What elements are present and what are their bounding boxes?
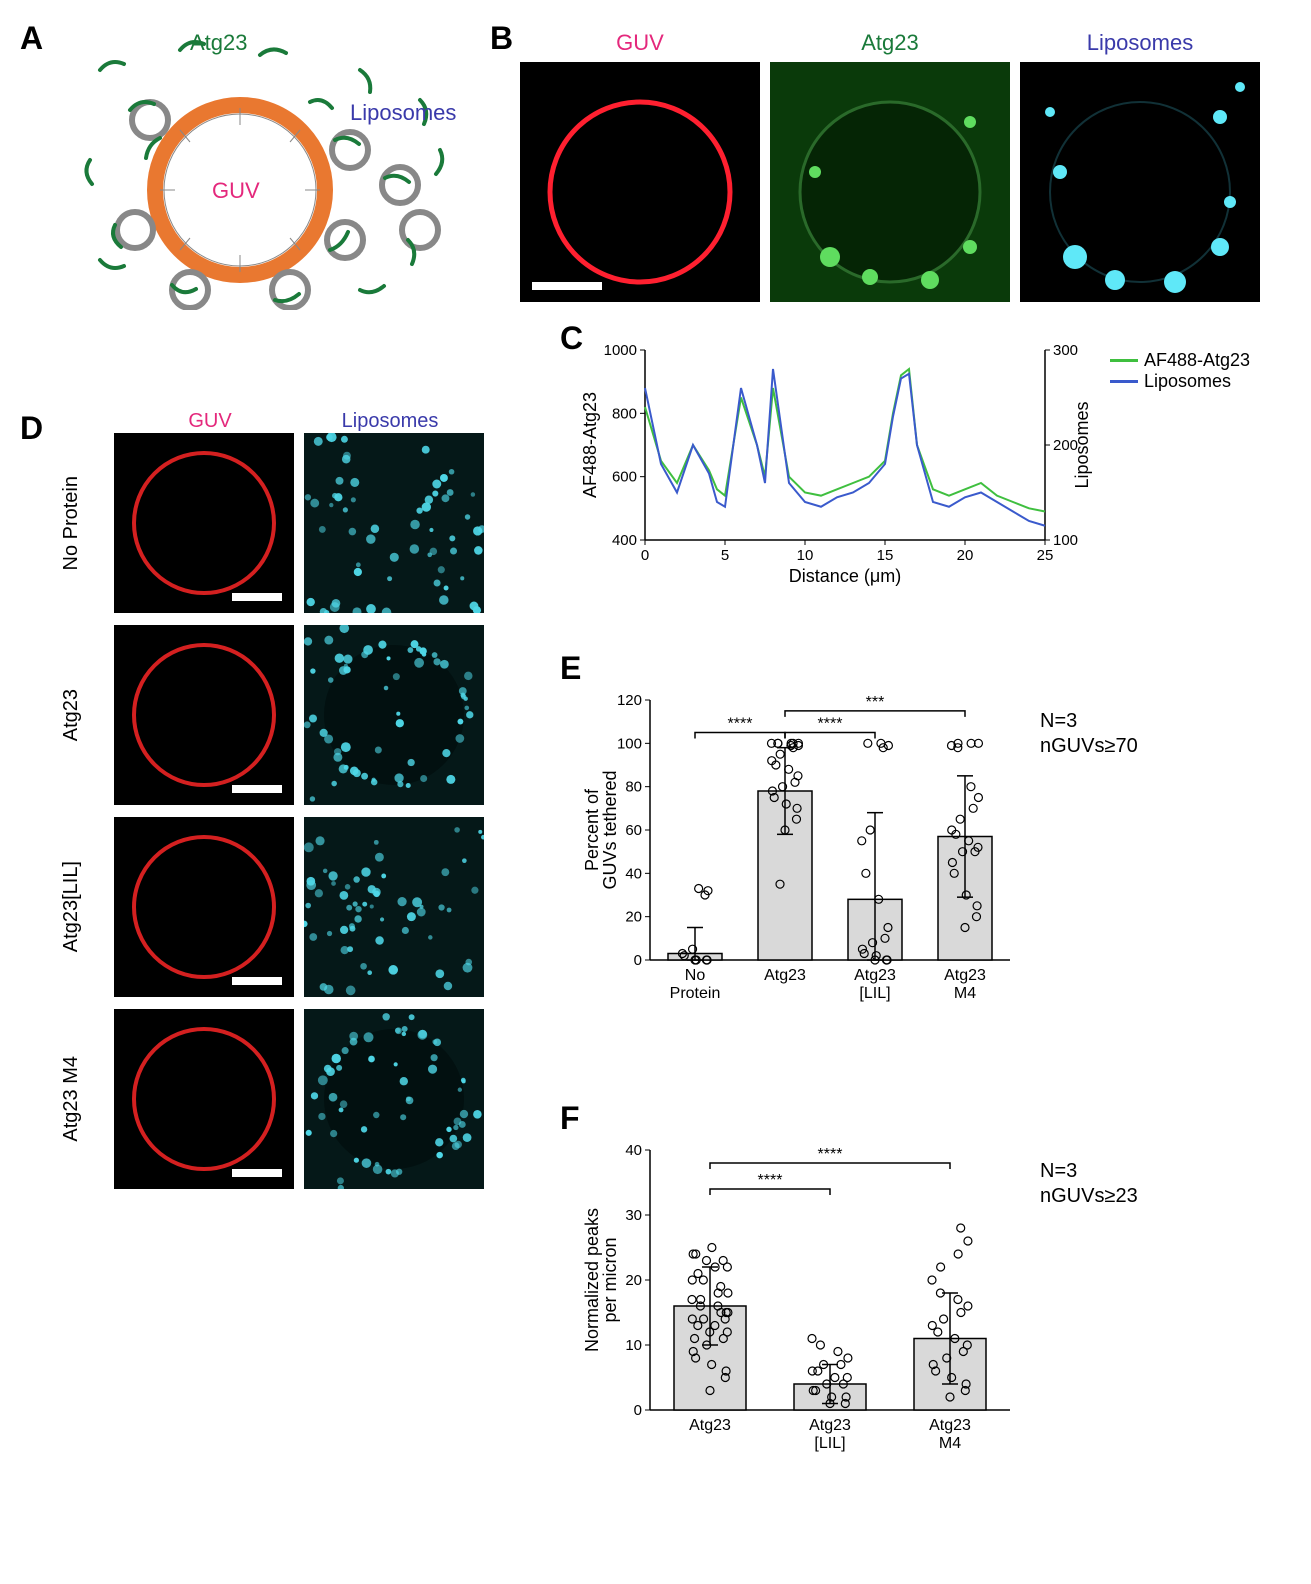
panel-d-row-label-1: Atg23 [60,689,100,741]
panel-d-guv-1 [114,625,294,805]
svg-text:120: 120 [617,692,642,709]
panel-d: GUVLiposomes No Protein Atg23 Atg23[LIL] At… [60,410,520,1201]
note-f-nguv: nGUVs≥23 [1040,1185,1138,1208]
svg-text:M4: M4 [954,985,976,1002]
panel-b-title-2: Liposomes [1020,30,1260,56]
svg-text:100: 100 [617,735,642,752]
svg-text:per micron: per micron [600,1237,620,1322]
panel-b-image-0 [520,62,760,302]
svg-text:Liposomes: Liposomes [1072,401,1092,488]
svg-text:20: 20 [625,909,642,926]
panel-d-row-label-0: No Protein [60,476,100,571]
panel-e-chart: 020406080100120NoProteinAtg23Atg23[LIL]A… [580,660,1280,1040]
panel-d-lipo-0 [304,433,484,613]
panel-d-row-label-3: Atg23 M4 [60,1056,100,1142]
legend-liposomes: Liposomes [1110,371,1250,392]
svg-text:0: 0 [641,547,649,564]
panel-d-lipo-1 [304,625,484,805]
svg-text:Atg23: Atg23 [764,967,806,984]
svg-text:15: 15 [877,547,894,564]
svg-text:10: 10 [797,547,814,564]
svg-text:800: 800 [612,405,637,422]
svg-text:***: *** [866,694,885,711]
svg-text:Atg23: Atg23 [929,1417,971,1434]
panel-a-guv-label: GUV [212,178,260,204]
svg-text:Atg23: Atg23 [689,1417,731,1434]
panel-d-col-0: GUV [120,410,300,433]
svg-text:300: 300 [1053,342,1078,359]
svg-text:M4: M4 [939,1435,961,1452]
panel-b-title-0: GUV [520,30,760,56]
panel-label-e: E [560,650,581,687]
panel-d-guv-2 [114,817,294,997]
panel-f-chart: 010203040Atg23Atg23[LIL]Atg23M4********N… [580,1110,1280,1490]
panel-a-schematic: Atg23 GUV Liposomes [60,30,460,310]
svg-text:GUVs tethered: GUVs tethered [600,770,620,889]
panel-d-row-label-2: Atg23[LIL] [60,861,100,952]
note-f-n: N=3 [1040,1160,1077,1183]
svg-text:100: 100 [1053,532,1078,549]
svg-text:40: 40 [625,865,642,882]
panel-b-image-1 [770,62,1010,302]
note-e-n: N=3 [1040,710,1077,733]
panel-c-chart: 40060080010001002003000510152025Distance… [580,340,1280,600]
svg-text:20: 20 [625,1272,642,1289]
svg-text:600: 600 [612,469,637,486]
panel-label-f: F [560,1100,580,1137]
legend-label-2: Liposomes [1144,371,1231,392]
svg-text:Distance (μm): Distance (μm) [789,566,901,586]
svg-text:0: 0 [634,952,642,969]
panel-a-atg23-label: Atg23 [190,30,248,56]
svg-text:20: 20 [957,547,974,564]
panel-b-image-2 [1020,62,1260,302]
svg-text:Percent of: Percent of [582,788,602,871]
svg-text:****: **** [758,1172,783,1189]
svg-text:0: 0 [634,1402,642,1419]
panel-d-col-1: Liposomes [300,410,480,433]
svg-text:Atg23: Atg23 [809,1417,851,1434]
svg-text:Atg23: Atg23 [944,967,986,984]
panel-b: GUV Atg23 Liposomes [520,30,1280,302]
panel-label-a: A [20,20,43,57]
svg-text:Atg23: Atg23 [854,967,896,984]
svg-text:400: 400 [612,532,637,549]
svg-text:30: 30 [625,1207,642,1224]
panel-label-d: D [20,410,43,447]
svg-text:[LIL]: [LIL] [859,985,890,1002]
svg-text:Normalized peaks: Normalized peaks [582,1208,602,1352]
panel-d-guv-0 [114,433,294,613]
panel-b-title-1: Atg23 [770,30,1010,56]
svg-text:****: **** [818,716,843,733]
panel-a-liposomes-label: Liposomes [350,100,456,126]
svg-text:****: **** [728,716,753,733]
svg-text:1000: 1000 [604,342,637,359]
legend-af488: AF488-Atg23 [1110,350,1250,371]
panel-d-guv-3 [114,1009,294,1189]
svg-text:40: 40 [625,1142,642,1159]
svg-text:Protein: Protein [670,985,721,1002]
svg-text:[LIL]: [LIL] [814,1435,845,1452]
svg-text:80: 80 [625,779,642,796]
svg-text:60: 60 [625,822,642,839]
panel-label-b: B [490,20,513,57]
panel-d-lipo-3 [304,1009,484,1189]
svg-text:25: 25 [1037,547,1054,564]
panel-d-lipo-2 [304,817,484,997]
svg-text:****: **** [818,1146,843,1163]
svg-text:5: 5 [721,547,729,564]
svg-text:10: 10 [625,1337,642,1354]
note-e-nguv: nGUVs≥70 [1040,735,1138,758]
svg-text:No: No [685,967,706,984]
legend-label-1: AF488-Atg23 [1144,350,1250,371]
svg-text:AF488-Atg23: AF488-Atg23 [580,392,600,498]
